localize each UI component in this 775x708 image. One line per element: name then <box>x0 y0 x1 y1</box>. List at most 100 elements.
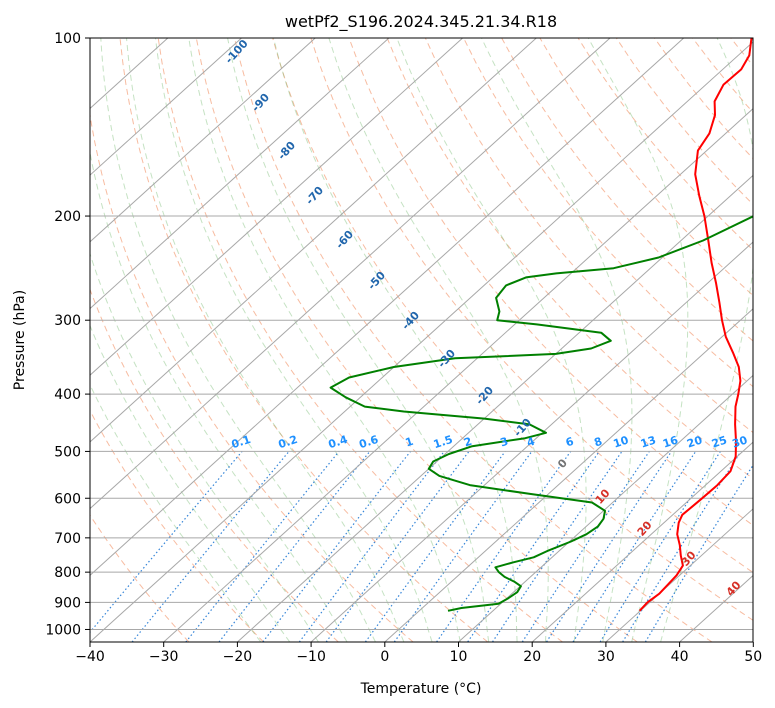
dry-adiabat <box>348 38 753 526</box>
x-tick-label: 20 <box>523 649 541 665</box>
isotherm <box>90 38 611 510</box>
isotherm <box>90 38 390 310</box>
mixing-ratio-label: 30 <box>731 433 750 450</box>
y-tick-label: 400 <box>54 387 81 403</box>
dry-adiabat <box>310 38 753 574</box>
isotherm <box>90 38 537 443</box>
dry-adiabat <box>90 409 264 642</box>
mixing-ratio-label: 0.6 <box>357 433 380 451</box>
mixing-ratio-label: 10 <box>612 433 631 450</box>
y-tick-label: 800 <box>54 565 81 581</box>
mixing-ratio-line <box>545 451 672 642</box>
mixing-ratio-line <box>467 451 600 642</box>
mixing-ratio-line <box>491 451 623 642</box>
mixing-ratio-label: 6 <box>564 435 576 450</box>
moist-adiabat <box>587 38 689 642</box>
dry-adiabat <box>90 514 190 642</box>
moist-adiabat <box>660 38 753 642</box>
dewpoint-profile <box>329 215 753 612</box>
mixing-ratio-line <box>325 451 470 642</box>
y-tick-label: 1000 <box>45 622 81 638</box>
isotherm <box>310 241 753 642</box>
mixing-ratio-line <box>644 464 753 642</box>
mixing-ratio-label: 0.4 <box>327 433 350 451</box>
moist-adiabat <box>273 38 518 642</box>
mixing-ratio-line <box>90 451 243 634</box>
x-axis-title: Temperature (°C) <box>360 681 482 697</box>
y-tick-label: 900 <box>54 595 81 611</box>
x-tick-label: 30 <box>597 649 615 665</box>
x-tick-label: −30 <box>149 649 179 665</box>
mixing-ratio-label: 16 <box>661 433 680 450</box>
mixing-ratio-line <box>436 451 572 642</box>
mixing-ratio-label: 3 <box>498 435 509 450</box>
dry-adiabat <box>195 38 638 642</box>
mixing-ratio-label: 8 <box>593 435 604 450</box>
y-tick-label: 300 <box>54 313 81 329</box>
chart-title: wetPf2_S196.2024.345.21.34.R18 <box>285 12 557 32</box>
moist-adiabat <box>90 252 319 642</box>
dry-adiabat <box>119 38 489 642</box>
mixing-ratio-label: 25 <box>710 434 729 451</box>
isotherm <box>90 38 242 176</box>
y-tick-label: 200 <box>54 209 81 225</box>
mixing-ratio-label: 0.1 <box>230 433 253 451</box>
moist-adiabat <box>481 38 633 642</box>
mixing-ratio-label: 1.5 <box>432 433 455 451</box>
mixing-ratio-label: 1 <box>404 435 415 450</box>
mixing-ratio-line <box>262 451 411 642</box>
x-axis: −40 −30 −20 −10 0 10 20 30 40 50 <box>75 642 762 665</box>
dry-adiabat <box>90 111 414 642</box>
y-axis-title: Pressure (hPa) <box>12 290 28 390</box>
x-tick-label: 10 <box>450 649 468 665</box>
moist-adiabat <box>396 38 587 642</box>
moist-adiabat <box>126 38 405 642</box>
isotherm <box>237 174 753 642</box>
x-tick-label: 0 <box>380 649 389 665</box>
isotherm <box>384 308 753 642</box>
moist-adiabat <box>328 38 549 642</box>
grid-lines <box>90 38 753 642</box>
dry-adiabat <box>272 38 753 621</box>
y-tick-label: 700 <box>54 531 81 547</box>
isotherm <box>90 38 685 576</box>
mixing-ratio-line <box>131 451 290 642</box>
mixing-ratio-line <box>298 451 445 642</box>
y-tick-label: 500 <box>54 444 81 460</box>
mixing-ratio-label: 13 <box>639 434 658 451</box>
isotherm <box>90 41 753 642</box>
moist-adiabat <box>188 38 461 642</box>
y-tick-label: 600 <box>54 491 81 507</box>
isotherm <box>531 441 753 642</box>
isotherm <box>90 38 463 376</box>
mixing-ratio-line <box>572 451 697 642</box>
mixing-ratio-label: 20 <box>685 433 704 450</box>
y-tick-label: 100 <box>54 31 81 47</box>
moist-adiabat <box>90 150 348 642</box>
x-tick-label: 40 <box>671 649 689 665</box>
y-axis: 100 200 300 400 500 600 700 800 900 1000 <box>45 31 90 638</box>
isotherm <box>605 508 753 642</box>
thermo-background-lines <box>90 38 753 642</box>
mixing-ratio-label: 0.2 <box>277 433 300 451</box>
moist-adiabat <box>155 38 433 642</box>
mixing-ratio-line <box>521 451 650 642</box>
mixing-ratio-line <box>364 451 506 642</box>
mixing-ratio-label: 36 <box>751 433 770 450</box>
mixing-ratio-line <box>185 451 340 642</box>
plot-frame <box>89 37 754 643</box>
profile-lines <box>329 38 753 612</box>
moist-adiabat <box>90 324 291 642</box>
moist-adiabat <box>90 383 262 642</box>
isotherm <box>163 108 753 642</box>
mixing-ratio-line <box>622 451 742 642</box>
x-tick-label: −20 <box>223 649 253 665</box>
dry-adiabat <box>157 38 563 642</box>
x-tick-label: 50 <box>744 649 762 665</box>
temperature-profile <box>638 38 753 612</box>
isotherm <box>90 38 316 243</box>
mixing-ratio-label: 2 <box>462 435 473 450</box>
x-tick-label: −10 <box>296 649 326 665</box>
